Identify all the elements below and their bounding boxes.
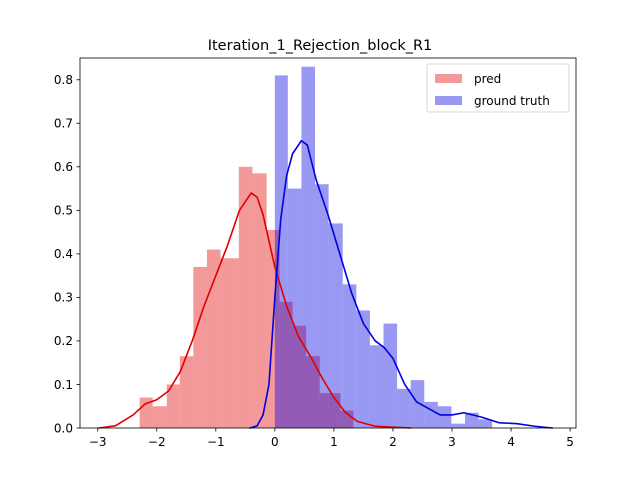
ground-truth-histogram-bar-6 <box>356 310 370 428</box>
y-tick-label: 0.7 <box>54 117 73 131</box>
ground-truth-histogram-bar-7 <box>369 345 384 428</box>
pred-histogram-bar-3 <box>179 356 194 428</box>
axes-layer: −3 −2 −1 0 1 2 3 4 5 0.0 0.1 0.2 0.3 0.4 0.5 0.6 0.7 0.8 <box>54 57 577 449</box>
x-tick-label: −2 <box>148 435 166 449</box>
legend-swatch-pred <box>435 74 462 83</box>
x-tick-label: 1 <box>330 435 338 449</box>
y-tick-label: 0.2 <box>54 334 73 348</box>
y-tick-label: 0.8 <box>54 73 73 87</box>
ground-truth-histogram-bar-0 <box>274 75 288 428</box>
pred-histogram-bar-12 <box>306 356 320 428</box>
ground-truth-histogram-bar-14 <box>464 412 479 428</box>
pred-histogram-bar-11 <box>292 325 307 428</box>
legend-label-ground-truth: ground truth <box>474 94 550 108</box>
pred-histogram-bar-1 <box>152 406 167 428</box>
y-tick-label: 0.5 <box>54 204 73 218</box>
ground-truth-histogram-bar-10 <box>410 380 425 428</box>
legend: pred ground truth <box>426 63 570 113</box>
ground-truth-histogram-bar-4 <box>328 223 343 428</box>
y-tick-label: 0.3 <box>54 291 73 305</box>
pred-histogram-bar-14 <box>340 410 354 428</box>
x-tick-label: 4 <box>507 435 515 449</box>
x-tick-label: −1 <box>207 435 225 449</box>
ground-truth-histogram-bar-5 <box>342 284 357 428</box>
ground-truth-histogram-bar-1 <box>287 188 302 428</box>
plot-frame <box>79 57 577 429</box>
ground-truth-kde-line <box>249 139 554 429</box>
pred-histogram-bar-4 <box>193 266 207 428</box>
legend-box <box>426 63 570 113</box>
bars-layer <box>139 66 493 429</box>
y-tick-label: 0.6 <box>54 160 73 174</box>
pred-histogram-bar-8 <box>252 173 267 428</box>
ground-truth-histogram-bar-9 <box>397 388 411 428</box>
ground-truth-histogram-bar-15 <box>478 419 493 428</box>
ground-truth-histogram-bar-3 <box>315 184 329 428</box>
x-tick-label: 3 <box>448 435 456 449</box>
pred-histogram-bar-13 <box>319 393 341 428</box>
x-tick-label: 0 <box>271 435 279 449</box>
pred-histogram-bar-6 <box>220 258 239 428</box>
chart-title: Iteration_1_Rejection_block_R1 <box>208 38 433 54</box>
ground-truth-histogram-bar-8 <box>383 323 398 428</box>
pred-histogram-bar-10 <box>279 301 293 428</box>
y-tick-label: 0.0 <box>54 421 73 435</box>
kde-curves-layer <box>98 139 554 429</box>
ground-truth-histogram-bar-2 <box>301 66 316 429</box>
ground-truth-histogram-bar-12 <box>437 406 452 428</box>
x-tick-label: 5 <box>566 435 574 449</box>
legend-label-pred: pred <box>474 72 501 86</box>
pred-histogram-bar-2 <box>166 384 180 428</box>
ground-truth-histogram-bar-11 <box>424 401 438 428</box>
y-tick-label: 0.1 <box>54 378 73 392</box>
pred-histogram-bar-7 <box>238 166 253 428</box>
pred-histogram-bar-5 <box>206 249 221 428</box>
ground-truth-histogram-bar-13 <box>451 423 465 428</box>
x-tick-label: 2 <box>389 435 397 449</box>
legend-swatch-ground-truth <box>435 96 462 105</box>
pred-kde-line <box>98 192 412 429</box>
x-tick-label: −3 <box>89 435 107 449</box>
y-tick-label: 0.4 <box>54 247 73 261</box>
